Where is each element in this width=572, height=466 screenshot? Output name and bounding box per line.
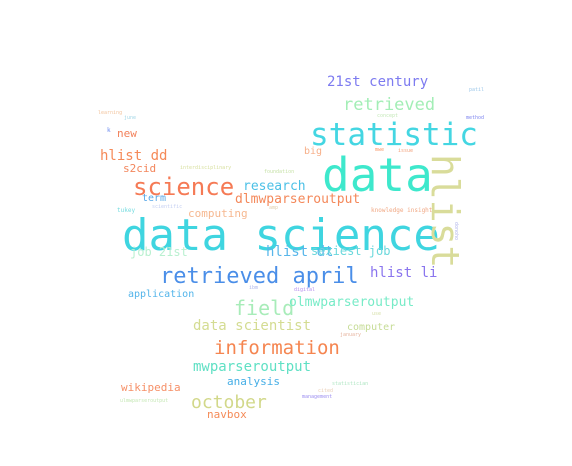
word-mwparseroutput: mwparseroutput bbox=[193, 359, 312, 375]
word-job-21st: job 21st bbox=[130, 245, 188, 259]
word-research: research bbox=[243, 179, 306, 194]
word-retrieved-april: retrieved april bbox=[160, 264, 359, 289]
word-hlist-dt: hlist dt bbox=[266, 244, 334, 260]
word-issue: issue bbox=[398, 148, 414, 154]
word-cited: cited bbox=[318, 388, 334, 394]
word-donoho: donoho bbox=[453, 222, 459, 241]
word-information: information bbox=[214, 337, 340, 359]
word-data-scientist: data scientist bbox=[193, 318, 312, 334]
word-term: term bbox=[142, 193, 167, 204]
word-management: management bbox=[302, 394, 333, 400]
word-field: field bbox=[234, 296, 295, 320]
word-wikipedia: wikipedia bbox=[121, 381, 181, 394]
word-october: october bbox=[191, 392, 267, 413]
word-mwe: mwe bbox=[375, 147, 385, 153]
word-amp: amp bbox=[269, 205, 279, 211]
word-data: data bbox=[322, 148, 433, 202]
word-science: science bbox=[133, 173, 235, 201]
word-learning: learning bbox=[98, 110, 123, 116]
word-21st-century: 21st century bbox=[327, 74, 429, 90]
word-computer: computer bbox=[347, 322, 396, 333]
word-k: k bbox=[107, 127, 111, 134]
word-patil: patil bbox=[469, 87, 485, 93]
word-big: big bbox=[304, 146, 323, 157]
word-concept: concept bbox=[377, 113, 399, 119]
word-navbox: navbox bbox=[207, 408, 247, 421]
word-dlmwparseroutput: dlmwparseroutput bbox=[235, 192, 361, 207]
word-hlist-li: hlist li bbox=[370, 265, 438, 281]
word-tukey: tukey bbox=[117, 207, 136, 214]
word-ulmwparseroutput: ulmwparseroutput bbox=[120, 398, 169, 404]
word-data-science: data science bbox=[122, 210, 440, 261]
word-scientific: scientific bbox=[152, 204, 183, 210]
word-application: application bbox=[128, 289, 195, 300]
word-june: june bbox=[124, 115, 137, 121]
word-sexiest-job: sexiest job bbox=[311, 244, 391, 258]
word-statistic: statistic bbox=[310, 117, 478, 153]
word-hlist-dd: hlist dd bbox=[100, 148, 168, 164]
word-retrieved: retrieved bbox=[343, 95, 436, 115]
word-interdisciplinary: interdisciplinary bbox=[180, 165, 232, 171]
word-computing: computing bbox=[188, 207, 248, 220]
word-january: january bbox=[340, 332, 362, 338]
word-olmwparseroutput: olmwparseroutput bbox=[289, 295, 415, 310]
word-knowledge-insight: knowledge insight bbox=[371, 207, 433, 214]
word-method: method bbox=[466, 115, 485, 121]
word-use: use bbox=[372, 311, 382, 317]
word-digital: digital bbox=[294, 287, 316, 293]
word-analysis: analysis bbox=[227, 375, 280, 388]
word-foundation: foundation bbox=[264, 169, 295, 175]
word-new: new bbox=[117, 127, 137, 140]
word-statistician: statistician bbox=[332, 381, 369, 387]
word-s2cid: s2cid bbox=[123, 162, 157, 175]
word-ibm: ibm bbox=[249, 285, 259, 291]
